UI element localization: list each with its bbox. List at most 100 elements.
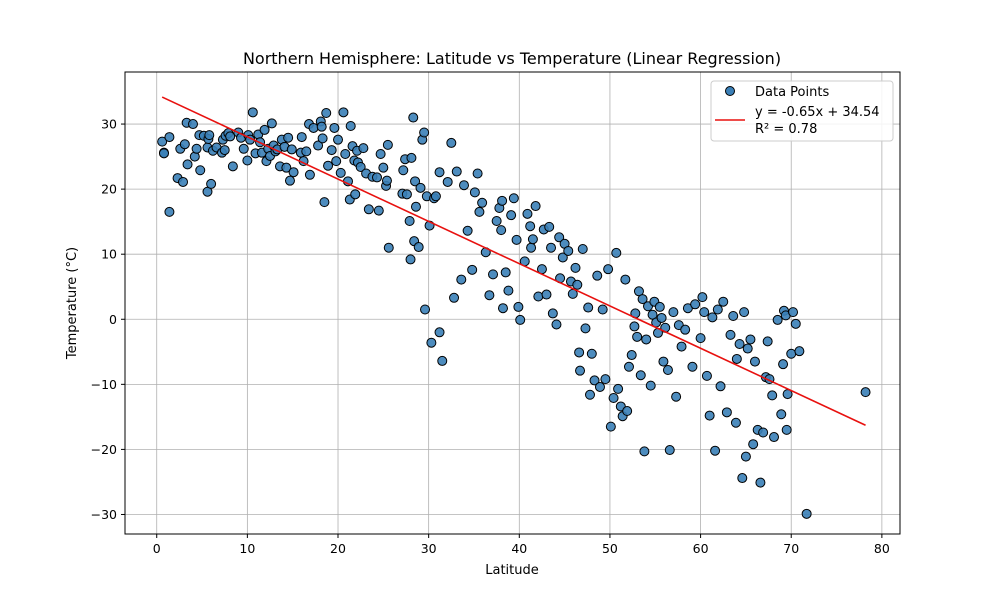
data-point — [712, 304, 723, 315]
data-point — [373, 205, 384, 216]
data-point — [413, 242, 424, 253]
y-tick-label: 20 — [101, 182, 117, 197]
data-point — [623, 361, 634, 372]
legend-label-data-points: Data Points — [755, 85, 829, 100]
data-point — [321, 107, 332, 118]
data-point — [580, 323, 591, 334]
data-point — [434, 327, 445, 338]
data-point — [632, 331, 643, 342]
data-point — [164, 206, 175, 217]
data-point — [371, 172, 382, 183]
data-point — [592, 270, 603, 281]
data-point — [187, 119, 198, 130]
data-point — [358, 143, 369, 154]
regression-line — [161, 96, 866, 426]
data-point — [554, 232, 565, 243]
data-point — [449, 292, 460, 303]
data-point — [497, 195, 508, 206]
data-point — [488, 269, 499, 280]
data-point — [699, 307, 710, 318]
data-point — [718, 296, 729, 307]
y-tick-label: −10 — [91, 377, 117, 392]
data-point — [690, 299, 701, 310]
data-point — [459, 180, 470, 191]
data-point — [626, 350, 637, 361]
data-point — [195, 165, 206, 176]
data-point — [164, 132, 175, 143]
data-point — [526, 242, 537, 253]
data-point — [472, 168, 483, 179]
data-point — [329, 122, 340, 133]
data-point — [710, 445, 721, 456]
data-point — [572, 279, 583, 290]
data-point — [381, 175, 392, 186]
data-point — [742, 343, 753, 354]
data-point — [769, 432, 780, 443]
data-point — [547, 308, 558, 319]
data-point — [225, 131, 236, 142]
data-point — [557, 252, 568, 263]
data-point — [637, 294, 648, 305]
data-point — [715, 381, 726, 392]
data-point — [382, 139, 393, 150]
data-point — [497, 303, 508, 314]
data-point — [350, 189, 361, 200]
plot-frame — [124, 71, 901, 535]
data-point — [178, 176, 189, 187]
data-point — [758, 427, 769, 438]
data-point — [179, 139, 190, 150]
data-point — [355, 162, 366, 173]
data-point — [701, 370, 712, 381]
data-point — [725, 329, 736, 340]
data-point — [506, 210, 517, 221]
data-point — [333, 134, 344, 145]
data-point — [749, 356, 760, 367]
data-point — [281, 162, 292, 173]
data-point — [620, 274, 631, 285]
data-point — [469, 187, 480, 198]
data-point — [629, 321, 640, 332]
data-point — [462, 225, 473, 236]
data-point — [585, 389, 595, 400]
data-point — [668, 307, 679, 318]
data-point — [635, 370, 646, 381]
data-point — [437, 355, 448, 366]
data-point — [288, 167, 299, 178]
legend: Data Points y = -0.65x + 34.54 R² = 0.78 — [710, 80, 894, 142]
data-point — [530, 201, 541, 212]
data-point — [405, 254, 416, 265]
data-point — [781, 424, 792, 435]
data-point — [301, 146, 312, 157]
data-point — [227, 161, 238, 172]
data-point — [247, 107, 258, 118]
data-point — [622, 406, 633, 417]
data-point — [776, 409, 787, 420]
y-tick-label: 10 — [101, 247, 117, 262]
data-point — [317, 133, 328, 144]
data-point — [583, 302, 594, 313]
legend-box — [710, 80, 894, 142]
data-point — [515, 314, 526, 325]
data-point — [570, 262, 581, 273]
x-tick-label: 80 — [874, 541, 890, 556]
y-axis-ticks: −30 −20 −10 0 10 20 30 — [91, 117, 125, 522]
grid-lines — [125, 72, 900, 534]
data-point — [597, 304, 608, 315]
data-point — [586, 348, 597, 359]
data-point — [605, 421, 616, 432]
data-point — [546, 242, 557, 253]
data-point — [731, 353, 742, 364]
data-point — [645, 380, 656, 391]
x-tick-label: 70 — [783, 541, 799, 556]
x-tick-label: 30 — [421, 541, 437, 556]
data-point — [467, 264, 478, 275]
x-tick-label: 40 — [511, 541, 527, 556]
y-tick-label: −20 — [91, 442, 117, 457]
data-point — [401, 189, 412, 200]
data-point — [739, 307, 750, 318]
data-point — [442, 176, 453, 187]
data-point — [398, 165, 409, 176]
data-point — [304, 169, 315, 180]
data-point — [338, 107, 349, 118]
